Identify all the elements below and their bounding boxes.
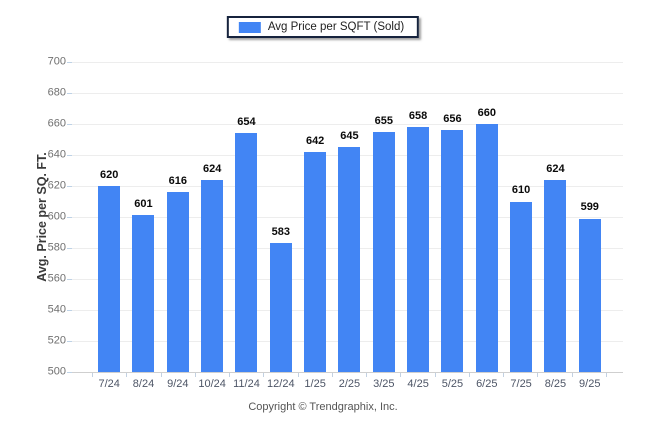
bar-slot: 616 — [161, 62, 195, 372]
bar-12/24 — [269, 243, 292, 372]
bar-slot: 660 — [470, 62, 504, 372]
bar-slot: 624 — [195, 62, 229, 372]
x-tick-label: 8/24 — [132, 378, 155, 390]
x-tick — [331, 373, 333, 377]
bar-value-label: 601 — [134, 198, 153, 211]
x-tick-label: 3/25 — [373, 378, 395, 390]
x-tick — [263, 373, 265, 377]
legend-label: Avg Price per SQFT (Sold) — [267, 21, 405, 33]
x-tick-label: 8/25 — [544, 378, 567, 390]
bar-6/25 — [475, 124, 498, 372]
bar-slot: 620 — [92, 62, 126, 372]
x-axis-labels: 7/24 8/24 9/24 10/24 11/24 12/24 1/25 2/25 3/25 4… — [92, 378, 607, 390]
bar-5/25 — [441, 130, 464, 372]
y-tick-label: 680 — [47, 86, 66, 99]
bar-value-label: 616 — [168, 175, 187, 188]
bars: 620 601 616 624 654 583 642 645 655 658 656 660 610 6… — [92, 62, 607, 372]
bar-3/25 — [372, 131, 395, 372]
bar-1/25 — [304, 151, 327, 372]
x-tick — [229, 373, 231, 377]
x-tick — [503, 373, 505, 377]
x-tick-label: 6/25 — [476, 378, 498, 390]
x-tick-label: 11/24 — [233, 378, 260, 390]
x-tick-label: 1/25 — [304, 378, 326, 390]
x-tick-label: 4/25 — [407, 378, 429, 390]
bar-8/25 — [544, 179, 567, 372]
bar-value-label: 599 — [580, 201, 599, 214]
y-tick-label: 560 — [47, 272, 66, 285]
y-axis-tick-labels: 700 680 660 640 620 600 580 560 540 520 500 — [0, 56, 66, 377]
bar-value-label: 655 — [374, 114, 393, 127]
x-tick-label: 7/25 — [510, 378, 532, 390]
legend: Avg Price per SQFT (Sold) — [226, 16, 420, 38]
bar-slot: 656 — [435, 62, 469, 372]
plot-area: 620 601 616 624 654 583 642 645 655 658 656 660 610 6… — [72, 62, 623, 373]
y-tick-label: 580 — [47, 241, 66, 254]
x-tick — [297, 373, 299, 377]
y-tick-label: 660 — [47, 117, 66, 130]
y-tick-label: 540 — [47, 303, 66, 316]
bar-9/25 — [578, 218, 601, 372]
x-tick — [366, 373, 368, 377]
x-tick-label: 7/24 — [98, 378, 120, 390]
x-tick-label: 5/25 — [441, 378, 464, 390]
y-tick-label: 500 — [47, 365, 66, 378]
bar-slot: 654 — [229, 62, 263, 372]
bar-value-label: 624 — [202, 162, 222, 175]
bar-value-label: 660 — [477, 106, 496, 119]
y-tick-label: 620 — [47, 179, 66, 192]
bar-slot: 645 — [332, 62, 366, 372]
bar-slot: 642 — [298, 62, 332, 372]
bar-9/24 — [166, 192, 189, 372]
bar-value-label: 656 — [443, 113, 462, 126]
bar-value-label: 658 — [408, 109, 428, 122]
bar-slot: 583 — [264, 62, 298, 372]
x-axis-ticks — [92, 373, 607, 377]
bar-slot: 610 — [504, 62, 538, 372]
x-tick — [434, 373, 436, 377]
bar-slot: 624 — [538, 62, 572, 372]
bar-value-label: 642 — [305, 134, 325, 147]
x-tick-label: 9/24 — [167, 378, 189, 390]
bar-2/25 — [338, 147, 361, 372]
bar-value-label: 610 — [511, 184, 531, 197]
bar-10/24 — [201, 179, 224, 372]
x-tick — [468, 373, 470, 377]
y-tick-label: 520 — [47, 334, 66, 347]
bar-slot: 658 — [401, 62, 435, 372]
bar-slot: 599 — [573, 62, 607, 372]
bar-value-label: 624 — [546, 162, 565, 175]
bar-slot: 655 — [367, 62, 401, 372]
x-tick — [605, 373, 607, 377]
x-tick-label: 2/25 — [338, 378, 361, 390]
bar-8/24 — [132, 215, 155, 372]
y-tick-label: 600 — [47, 210, 66, 223]
x-tick — [400, 373, 402, 377]
copyright-text: Copyright © Trendgraphix, Inc. — [248, 401, 398, 413]
x-tick-label: 12/24 — [267, 378, 295, 390]
y-tick-label: 700 — [47, 55, 66, 68]
x-tick — [160, 373, 162, 377]
bar-7/25 — [510, 201, 533, 372]
bar-value-label: 620 — [99, 168, 119, 181]
bar-slot: 601 — [126, 62, 160, 372]
x-tick — [194, 373, 196, 377]
legend-swatch — [238, 21, 261, 33]
y-axis-ticks — [67, 62, 72, 373]
x-tick — [537, 373, 539, 377]
bar-11/24 — [235, 133, 258, 372]
bar-value-label: 645 — [340, 130, 359, 143]
bar-7/24 — [98, 186, 121, 372]
x-tick — [126, 373, 128, 377]
x-tick-label: 10/24 — [198, 378, 226, 390]
bar-value-label: 583 — [271, 226, 290, 239]
bar-4/25 — [407, 127, 430, 372]
bar-value-label: 654 — [237, 116, 256, 129]
x-tick — [571, 373, 573, 377]
x-tick-label: 9/25 — [579, 378, 601, 390]
x-tick — [92, 373, 93, 377]
y-tick-label: 640 — [47, 148, 66, 161]
